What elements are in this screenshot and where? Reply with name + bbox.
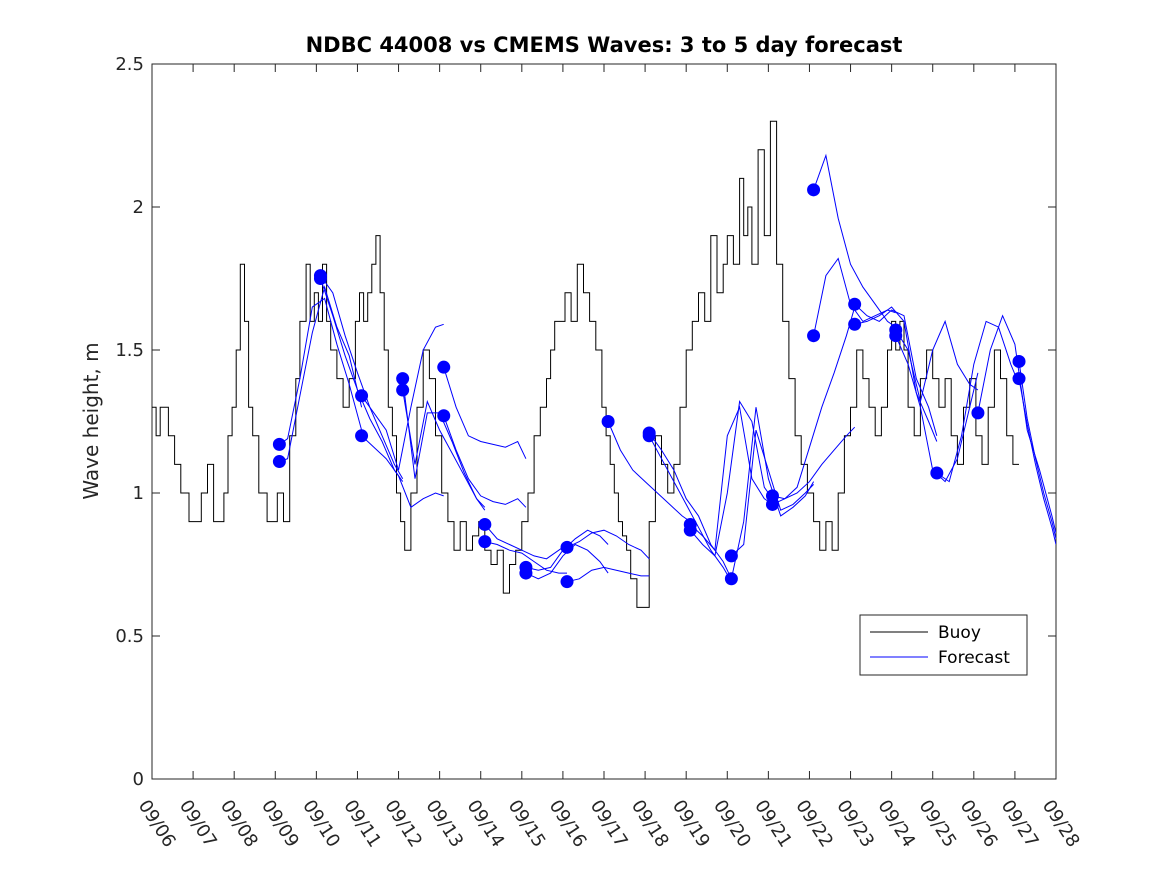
forecast-start-marker-21 [724,549,738,563]
x-tick-label: 09/15 [504,796,550,851]
forecast-start-marker-16 [601,415,615,428]
forecast-line-0 [279,285,363,462]
forecast-line-18 [648,435,732,582]
legend-buoy-label: Buoy [938,623,981,643]
x-tick-label: 09/14 [463,796,509,851]
forecast-line-14 [566,529,650,560]
forecast-line-16 [607,421,691,523]
forecast-start-marker-6 [396,372,410,386]
forecast-line-10 [484,524,568,560]
forecast-start-marker-5 [355,389,369,403]
forecast-line-5 [361,323,444,471]
y-tick-label: 1.5 [115,340,144,361]
forecast-line-7 [402,389,486,511]
forecast-start-marker-30 [889,329,903,343]
y-tick-label: 0.5 [115,626,144,647]
forecast-line-20 [689,400,773,557]
forecast-start-marker-13 [519,566,533,580]
legend: Buoy Forecast [859,614,1028,676]
y-tick-label: 2 [133,197,144,218]
forecast-start-marker-9 [437,409,451,423]
legend-box [859,614,1028,676]
forecast-start-marker-15 [560,575,574,589]
forecast-line-33 [1018,361,1056,539]
forecast-line-4 [361,435,444,509]
x-tick-label: 09/20 [709,796,755,851]
x-tick-label: 09/13 [421,796,467,851]
forecast-line-2 [320,275,404,479]
x-tick-label: 09/16 [545,796,591,851]
forecast-line-11 [484,541,567,574]
forecast-start-marker-11 [478,535,492,549]
forecast-start-marker-25 [807,183,821,197]
x-tick-label: 09/06 [134,796,180,851]
x-tick-label: 09/23 [832,796,878,851]
x-tick-label: 09/09 [257,796,303,851]
y-tick-label: 0 [133,769,144,790]
forecast-start-marker-8 [437,360,451,374]
x-tick-label: 09/11 [339,796,385,851]
forecast-start-marker-20 [683,523,697,537]
x-tick-label: 09/21 [750,796,796,851]
forecast-line-27 [854,303,938,436]
forecast-start-marker-34 [1012,372,1026,386]
forecast-start-marker-24 [765,497,779,511]
x-tick-label: 09/26 [956,796,1002,851]
forecast-line-1 [279,297,363,445]
x-tick-label: 09/27 [997,796,1043,851]
x-tick-label: 09/08 [216,796,262,851]
forecast-start-marker-33 [1012,354,1026,368]
forecast-line-19 [689,405,773,552]
y-tick-label: 2.5 [115,54,144,75]
forecast-line-8 [443,367,527,459]
y-axis-label: Wave height, m [79,342,103,499]
x-tick-label: 09/18 [627,796,673,851]
forecast-start-marker-4 [355,429,369,443]
forecast-start-marker-26 [807,329,821,343]
buoy-series-line [152,120,1019,608]
forecast-line-29 [895,319,979,402]
forecast-line-28 [854,306,938,442]
forecast-line-6 [402,378,486,508]
x-tick-label: 09/24 [873,796,919,851]
forecast-start-marker-31 [930,466,944,480]
x-tick-label: 09/12 [380,796,426,851]
forecast-line-31 [936,320,1020,483]
x-tick-label: 09/19 [668,796,714,851]
forecast-start-marker-10 [478,517,492,531]
forecast-start-marker-1 [272,437,286,451]
forecast-line-3 [320,278,404,482]
forecast-start-marker-14 [560,540,574,554]
x-tick-label: 09/10 [298,796,344,851]
forecast-line-15 [566,566,650,583]
forecast-start-marker-32 [971,406,985,420]
x-tick-label: 09/25 [915,796,961,851]
legend-forecast-label: Forecast [938,648,1010,668]
x-tick-label: 09/07 [175,796,221,851]
forecast-line-32 [977,314,1056,534]
forecast-start-marker-0 [272,455,286,469]
x-tick-label: 09/28 [1038,796,1084,851]
forecast-start-marker-7 [396,383,410,397]
forecast-line-9 [443,415,527,508]
forecast-start-marker-18 [642,429,656,443]
forecast-line-17 [648,432,732,580]
forecast-start-marker-3 [313,272,327,285]
y-tick-label: 1 [133,483,144,504]
forecast-line-23 [772,426,856,500]
forecast-line-24 [772,306,856,505]
x-tick-label: 09/17 [586,796,632,851]
chart-title: NDBC 44008 vs CMEMS Waves: 3 to 5 day fo… [306,33,903,57]
forecast-start-marker-27 [848,297,862,311]
forecast-start-marker-28 [848,317,862,331]
forecast-line-25 [813,153,896,328]
forecast-line-34 [1018,378,1056,545]
plot-area: 00.511.522.509/0609/0709/0809/0909/1009/… [115,54,1083,851]
x-tick-label: 09/22 [791,796,837,851]
forecast-start-marker-22 [724,572,738,586]
